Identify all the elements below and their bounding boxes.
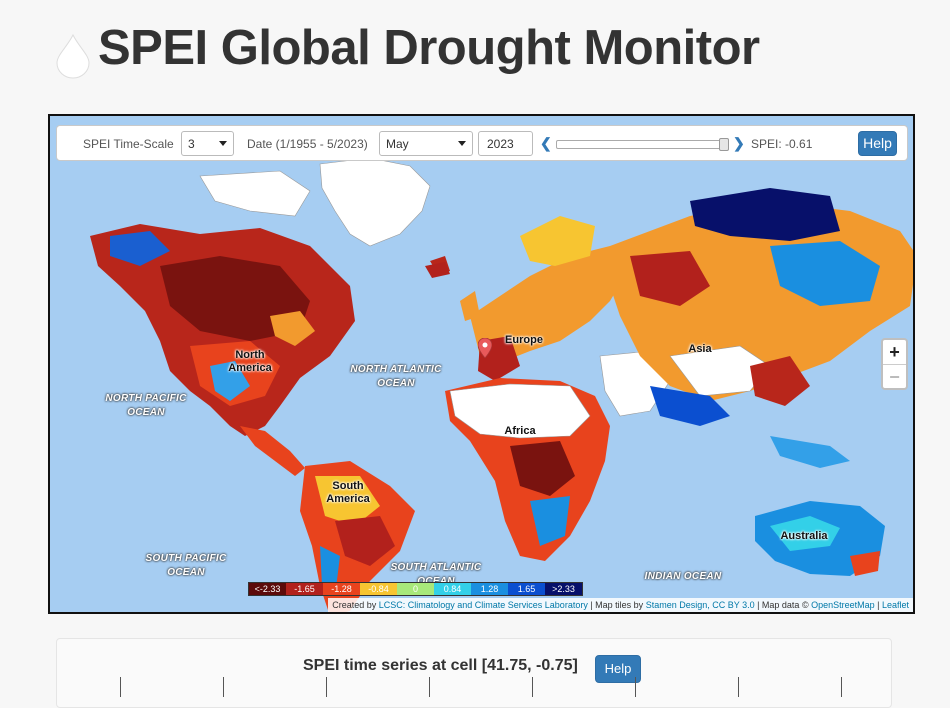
chevron-down-icon — [219, 141, 227, 146]
map-attribution: Created by LCSC: Climatology and Climate… — [328, 598, 913, 612]
legend-swatch: -0.84 — [360, 583, 397, 595]
year-input[interactable]: 2023 — [478, 131, 533, 156]
chevron-down-icon — [458, 141, 466, 146]
legend-swatch: 1.28 — [471, 583, 508, 595]
drought-map[interactable]: SPEI Time-Scale 3 Date (1/1955 - 5/2023)… — [48, 114, 915, 614]
legend-swatch: >2.33 — [545, 583, 582, 595]
label-europe: Europe — [505, 334, 543, 346]
map-tiles[interactable] — [50, 116, 915, 614]
help-button[interactable]: Help — [858, 131, 897, 156]
legend-swatch: 0 — [397, 583, 434, 595]
legend-swatch: -1.65 — [286, 583, 323, 595]
zoom-control: + − — [881, 338, 908, 390]
spei-readout: SPEI: -0.61 — [751, 137, 813, 151]
timeseries-help-button[interactable]: Help — [595, 655, 641, 683]
page-title: SPEI Global Drought Monitor — [98, 21, 760, 75]
label-australia: Australia — [780, 530, 828, 542]
chevron-right-icon[interactable]: ❯ — [733, 135, 745, 151]
date-slider[interactable] — [556, 138, 729, 151]
attribution-text: | Map data © — [754, 600, 812, 610]
label-north-atlantic: NORTH ATLANTIC OCEAN — [350, 364, 442, 389]
label-south-pacific: SOUTH PACIFIC OCEAN — [145, 553, 227, 578]
axis-tick — [223, 677, 224, 697]
legend-swatch: -1.28 — [323, 583, 360, 595]
label-africa: Africa — [504, 425, 536, 437]
chevron-left-icon[interactable]: ❮ — [540, 135, 552, 151]
zoom-out-button[interactable]: − — [883, 364, 906, 389]
month-value: May — [386, 137, 409, 151]
timeseries-title: SPEI time series at cell [41.75, -0.75] — [303, 657, 578, 674]
timescale-select[interactable]: 3 — [181, 131, 234, 156]
legend-swatch: 0.84 — [434, 583, 471, 595]
timescale-value: 3 — [188, 137, 195, 151]
spei-legend: <-2.33 -1.65 -1.28 -0.84 0 0.84 1.28 1.65 >2.33 — [248, 582, 583, 596]
year-value: 2023 — [487, 137, 514, 151]
attribution-text: Created by — [332, 600, 379, 610]
label-indian-ocean: INDIAN OCEAN — [644, 571, 722, 582]
axis-tick — [326, 677, 327, 697]
osm-link[interactable]: OpenStreetMap — [811, 600, 875, 610]
axis-tick — [120, 677, 121, 697]
timescale-label: SPEI Time-Scale — [83, 137, 174, 151]
attribution-text: | Map tiles by — [587, 600, 646, 610]
axis-tick — [738, 677, 739, 697]
leaflet-link[interactable]: Leaflet — [881, 600, 909, 610]
axis-tick — [841, 677, 842, 697]
label-north-pacific: NORTH PACIFIC OCEAN — [105, 393, 187, 418]
label-asia: Asia — [688, 343, 712, 355]
legend-swatch: 1.65 — [508, 583, 545, 595]
date-range-label: Date (1/1955 - 5/2023) — [247, 137, 368, 151]
map-toolbar: SPEI Time-Scale 3 Date (1/1955 - 5/2023)… — [56, 125, 908, 161]
label-south-america: South America — [326, 480, 370, 505]
attribution-text: | — [874, 600, 882, 610]
lcsc-link[interactable]: LCSC: Climatology and Climate Services L… — [378, 600, 588, 610]
slider-thumb[interactable] — [719, 138, 729, 151]
month-select[interactable]: May — [379, 131, 473, 156]
water-drop-icon — [56, 33, 90, 79]
label-south-atlantic: SOUTH ATLANTIC OCEAN — [390, 562, 482, 587]
zoom-in-button[interactable]: + — [889, 342, 900, 362]
label-north-america: North America — [228, 349, 272, 374]
timeseries-panel: SPEI time series at cell [41.75, -0.75] … — [56, 638, 892, 708]
axis-tick — [429, 677, 430, 697]
axis-tick — [532, 677, 533, 697]
legend-swatch: <-2.33 — [249, 583, 286, 595]
stamen-link[interactable]: Stamen Design, CC BY 3.0 — [645, 600, 755, 610]
axis-tick — [635, 677, 636, 697]
location-marker-icon[interactable] — [478, 338, 492, 358]
